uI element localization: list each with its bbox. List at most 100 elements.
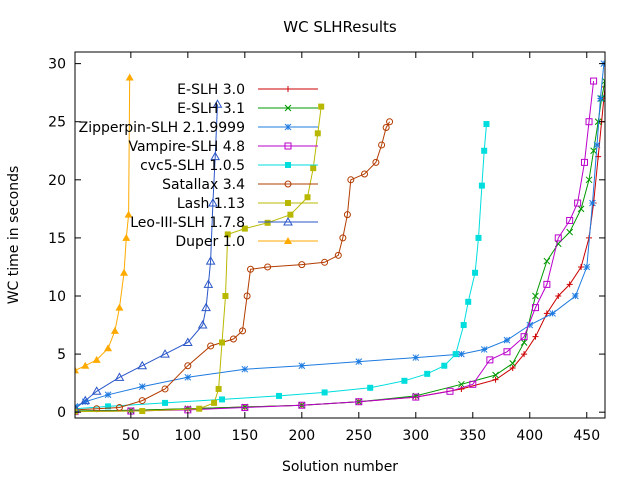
series-5-point: [184, 362, 192, 370]
series-1-point: [566, 228, 574, 236]
series-5-point: [378, 141, 386, 149]
series-8: [75, 73, 134, 374]
series-4-point: [472, 269, 479, 276]
series-3-point: [590, 77, 598, 85]
series-7-point: [210, 151, 221, 161]
series-3-point: [520, 333, 528, 341]
chart-title: WC SLHResults: [283, 18, 397, 36]
series-6: [75, 103, 325, 415]
series-7-line: [75, 104, 218, 410]
series-0-point: [602, 83, 605, 90]
legend-swatch-marker: [284, 104, 292, 112]
series-2-point: [526, 321, 534, 329]
series-1-point: [585, 176, 593, 184]
series-3-point: [355, 398, 363, 406]
series-3-point: [469, 380, 477, 388]
series-8-point: [120, 268, 129, 276]
series-6-point: [196, 405, 203, 412]
series-2-point: [412, 354, 420, 361]
series-6-point: [139, 408, 146, 415]
series-6-point: [318, 103, 325, 110]
series-4-point: [105, 403, 112, 410]
series-2: [75, 60, 605, 410]
series-2-point: [458, 350, 465, 358]
series-2-point: [81, 398, 89, 406]
series-8-point: [110, 326, 119, 334]
series-7-point: [197, 320, 208, 329]
y-axis: 0 5 10 15 20 25 30: [48, 57, 605, 421]
series-2-point: [593, 141, 601, 149]
series-5-point: [361, 170, 369, 178]
x-tick-label: 250: [345, 428, 372, 444]
series-3-point: [241, 404, 249, 412]
series-4-point: [424, 370, 431, 377]
series-5-point: [264, 263, 272, 271]
series-7-point: [182, 337, 193, 346]
series-5-point: [239, 327, 247, 335]
series-7-point: [80, 395, 91, 405]
series-1-point: [594, 118, 602, 126]
legend-label: Vampire-SLH 4.8: [128, 139, 245, 155]
series-5: [75, 118, 394, 414]
legend-label: cvc5-SLH 1.0.5: [140, 158, 245, 174]
series-3-point: [580, 158, 588, 166]
series-4-point: [162, 399, 169, 406]
x-tick-label: 350: [459, 428, 486, 444]
series-4-point: [452, 351, 459, 358]
series-7-point: [203, 279, 214, 288]
series-2-point: [138, 383, 146, 390]
series-3-point: [585, 118, 593, 126]
series-5-point: [347, 176, 355, 184]
series-3-point: [446, 387, 454, 395]
series-3-point: [566, 216, 574, 224]
series-2-point: [597, 95, 604, 102]
series-3-point: [531, 304, 539, 312]
y-tick-label: 15: [48, 231, 66, 247]
legend-label: E-SLH 3.1: [177, 101, 245, 117]
series-2-point: [355, 358, 363, 366]
legend-label: Zipperpin-SLH 2.1.9999: [79, 120, 245, 136]
series-5-point: [247, 265, 255, 273]
x-axis: 50 100 150 200 250 300 350 400 450: [122, 52, 600, 444]
series-7-point: [75, 403, 80, 413]
series-2-point: [104, 391, 112, 399]
series-2-point: [589, 199, 596, 207]
series-5-point: [229, 335, 237, 343]
series-0-point: [555, 293, 562, 299]
series-3-point: [554, 234, 562, 242]
series-2-point: [241, 365, 249, 373]
series-6-point: [224, 231, 231, 238]
legend-swatch-marker: [284, 142, 292, 150]
series-3-point: [574, 199, 582, 207]
y-tick-label: 10: [48, 289, 66, 305]
series-4-point: [478, 182, 485, 189]
series-6-point: [219, 339, 226, 346]
series-7-point: [208, 198, 218, 207]
series-1-point: [577, 205, 585, 213]
legend-swatch-marker: [284, 180, 292, 188]
legend-label: Leo-III-SLH 1.7.8: [130, 215, 245, 231]
series-8-line: [75, 77, 131, 371]
x-tick-label: 200: [288, 428, 315, 444]
series-0-point: [578, 263, 585, 270]
series-7-point: [212, 99, 223, 108]
series-5-point: [343, 211, 351, 219]
series-2-point: [184, 373, 192, 381]
series-6-point: [304, 194, 311, 201]
series-6-point: [241, 225, 248, 232]
series-6-point: [211, 399, 218, 406]
series-5-point: [334, 251, 342, 259]
legend: E-SLH 3.0 E-SLH 3.1 Zipperpin-SLH 2.1.9999…: [79, 82, 318, 250]
series-3-point: [486, 356, 494, 364]
series-2-point: [298, 362, 306, 370]
series-8-point: [124, 210, 133, 218]
series-1-point: [532, 292, 539, 300]
series-1-point: [492, 371, 499, 379]
legend-label: Satallax 3.4: [162, 177, 245, 193]
plot-area: [75, 60, 605, 416]
plot-frame: [74, 51, 606, 419]
series-8-point: [92, 355, 101, 363]
y-tick-label: 5: [57, 347, 66, 363]
series-7-point: [205, 256, 216, 265]
